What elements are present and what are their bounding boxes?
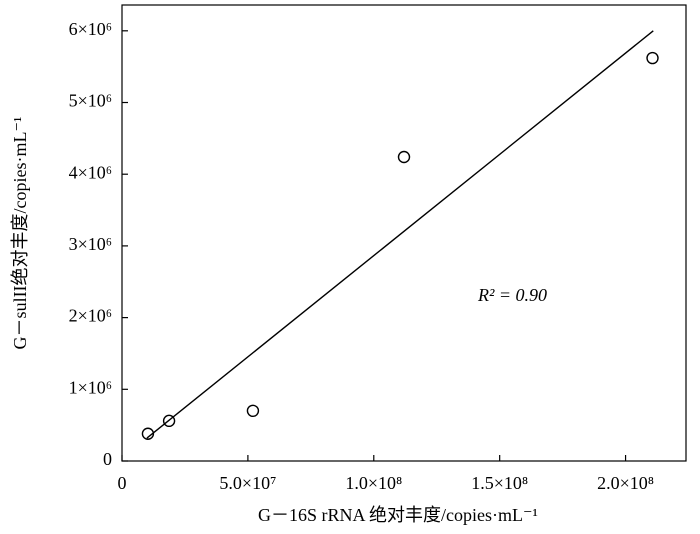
- data-point: [646, 51, 659, 65]
- x-tick-label: 2.0×10⁸: [597, 473, 654, 493]
- y-tick-label: 2×10⁶: [69, 306, 112, 326]
- y-tick-label: 6×10⁶: [69, 19, 112, 39]
- y-tick-label: 3×10⁶: [69, 234, 112, 254]
- x-tick-label: 1.5×10⁸: [471, 473, 528, 493]
- y-tick-label: 0: [103, 449, 112, 469]
- fit-line: [146, 30, 654, 439]
- y-tick-label: 4×10⁶: [69, 162, 112, 182]
- x-tick-label: 0: [118, 473, 127, 493]
- x-tick-label: 1.0×10⁸: [345, 473, 402, 493]
- y-tick-label: 1×10⁶: [69, 377, 112, 397]
- x-tick-label: 5.0×10⁷: [219, 473, 276, 493]
- annotation: R² = 0.90: [477, 285, 547, 305]
- data-point: [162, 414, 176, 428]
- data-point: [397, 150, 411, 164]
- x-axis-label: G－16S rRNA 绝对丰度/copies·mL⁻¹: [258, 505, 538, 525]
- data-point: [141, 427, 155, 440]
- data-point: [246, 404, 260, 418]
- y-tick-label: 5×10⁶: [69, 91, 112, 111]
- plot-frame: [121, 4, 687, 462]
- y-axis-label: G－sulII绝对丰度/copies·mL⁻¹: [10, 117, 30, 350]
